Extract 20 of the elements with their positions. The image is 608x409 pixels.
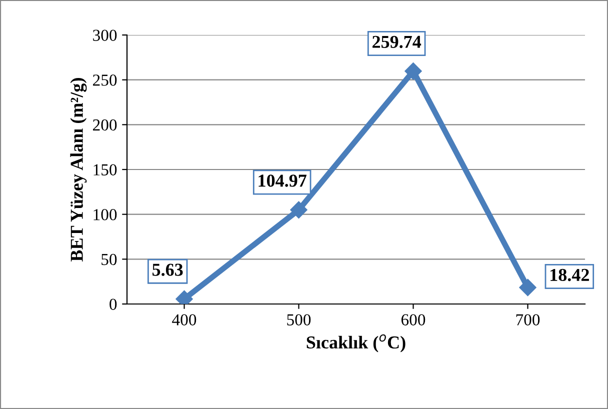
data-label: 5.63 bbox=[152, 264, 183, 276]
data-label: 104.97 bbox=[258, 174, 306, 187]
y-tick-label: 150 bbox=[94, 164, 117, 176]
y-tick-label: 100 bbox=[94, 209, 117, 220]
x-tick-label: 500 bbox=[287, 314, 311, 326]
x-tick-label: 700 bbox=[516, 314, 540, 326]
data-label: 18.42 bbox=[550, 268, 589, 282]
x-tick-label: 400 bbox=[172, 314, 196, 326]
data-label: 259.74 bbox=[372, 36, 422, 48]
y-tick-label: 200 bbox=[93, 119, 117, 131]
y-tick-label: 250 bbox=[93, 74, 117, 86]
y-axis-title: BET Yüzey Alanı (m²/g) bbox=[70, 78, 87, 262]
x-axis-title: Sıcaklık ($^{o}$C) bbox=[306, 334, 406, 352]
x-tick-label: 600 bbox=[401, 314, 426, 326]
y-tick-label: 50 bbox=[102, 254, 117, 266]
point bbox=[404, 62, 422, 80]
y-tick-label: 0 bbox=[110, 298, 117, 310]
point bbox=[290, 201, 308, 218]
point bbox=[519, 278, 536, 296]
y-tick-label: 300 bbox=[93, 30, 117, 41]
